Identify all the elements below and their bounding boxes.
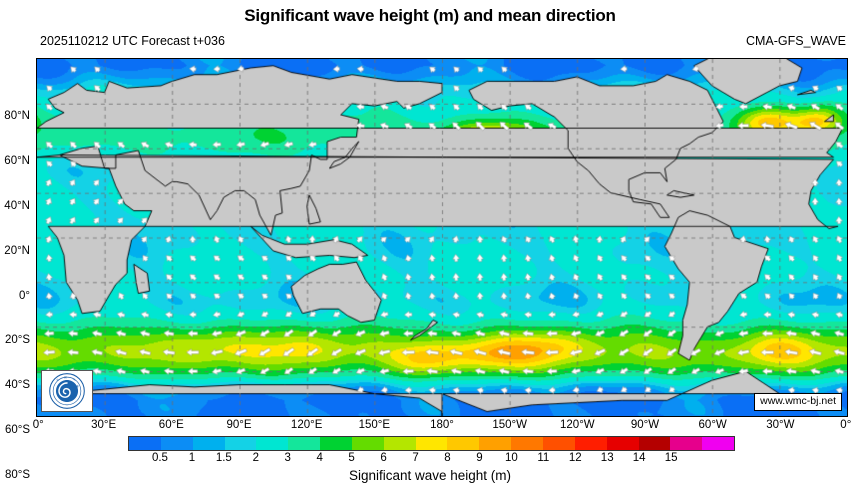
wave-height-field <box>37 59 847 416</box>
x-tick-7: 150°W <box>492 419 527 431</box>
colorbar-swatch-17 <box>670 437 703 450</box>
colorbar-tick-0: 0.5 <box>151 452 168 464</box>
colorbar-swatches <box>128 436 735 451</box>
colorbar-swatch-0 <box>129 437 161 450</box>
colorbar-tick-11: 10 <box>504 452 518 464</box>
forecast-run-label: 2025110212 UTC Forecast t+036 <box>40 34 225 48</box>
colorbar-swatch-1 <box>160 437 193 450</box>
colorbar-swatch-3 <box>224 437 257 450</box>
colorbar-swatch-12 <box>511 437 543 450</box>
x-tick-4: 120°E <box>290 419 323 431</box>
y-tick-3: 20°N <box>4 244 30 257</box>
colorbar-swatch-11 <box>479 437 512 450</box>
colorbar-swatch-7 <box>351 437 384 450</box>
colorbar-swatch-10 <box>447 437 480 450</box>
y-tick-0: 80°N <box>4 110 30 122</box>
colorbar-swatch-4 <box>256 437 289 450</box>
colorbar-tick-6: 5 <box>348 452 355 464</box>
x-tick-5: 150°E <box>358 419 391 431</box>
cma-logo: 中国气象 <box>41 370 93 412</box>
colorbar-tick-5: 4 <box>316 452 323 464</box>
colorbar-tick-16: 15 <box>664 452 678 464</box>
colorbar-swatch-16 <box>638 437 671 450</box>
y-tick-4: 0° <box>19 289 30 302</box>
x-axis-labels: 0° 30°E 60°E 90°E 120°E 150°E 180° 150°W 120°W 90… <box>32 419 852 437</box>
colorbar-swatch-15 <box>606 437 639 450</box>
watermark-url: www.wmc-bj.net <box>754 393 842 411</box>
x-tick-12: 0° <box>840 419 852 431</box>
svg-text:象: 象 <box>77 384 80 388</box>
colorbar-swatch-13 <box>542 437 575 450</box>
colorbar-swatch-2 <box>192 437 225 450</box>
page-title: Significant wave height (m) and mean dir… <box>244 6 616 25</box>
y-tick-5: 20°S <box>4 334 30 347</box>
colorbar-tick-10: 9 <box>476 452 483 464</box>
x-tick-11: 30°W <box>766 419 795 431</box>
y-tick-8: 80°S <box>4 469 30 481</box>
x-tick-0: 0° <box>32 419 44 431</box>
colorbar-tick-12: 11 <box>537 452 550 464</box>
y-tick-2: 40°N <box>4 199 30 212</box>
colorbar: 0.5 1 1.5 2 3 4 5 6 7 8 9 10 11 12 13 14 15 <box>128 436 735 468</box>
colorbar-tick-2: 1.5 <box>215 452 232 464</box>
x-tick-2: 60°E <box>158 419 184 431</box>
x-tick-3: 90°E <box>226 419 252 431</box>
y-tick-1: 60°N <box>4 154 30 167</box>
colorbar-tick-3: 2 <box>252 452 259 464</box>
x-tick-1: 30°E <box>91 419 117 431</box>
colorbar-tick-9: 8 <box>444 452 451 464</box>
x-tick-8: 120°W <box>560 419 595 431</box>
colorbar-tick-1: 1 <box>188 452 196 464</box>
colorbar-swatch-14 <box>574 437 607 450</box>
svg-text:中: 中 <box>57 378 60 382</box>
colorbar-tick-14: 13 <box>600 452 614 464</box>
colorbar-tick-4: 3 <box>284 452 291 464</box>
map-plot-area: 中国气象 www.wmc-bj.net <box>36 58 848 417</box>
colorbar-swatch-8 <box>383 437 416 450</box>
colorbar-tick-13: 12 <box>568 452 582 464</box>
colorbar-swatch-18 <box>702 437 735 450</box>
colorbar-swatch-6 <box>320 437 352 450</box>
colorbar-swatch-5 <box>288 437 321 450</box>
y-tick-7: 60°S <box>4 424 30 437</box>
colorbar-tick-labels: 0.5 1 1.5 2 3 4 5 6 7 8 9 10 11 12 13 14 15 <box>128 452 735 468</box>
colorbar-swatch-9 <box>415 437 448 450</box>
svg-text:国: 国 <box>64 375 67 379</box>
y-tick-6: 40°S <box>4 379 30 392</box>
x-tick-6: 180° <box>430 419 454 431</box>
y-axis-labels: 80°N 60°N 40°N 20°N 0° 20°S 40°S 60°S 80°S <box>0 58 32 481</box>
model-name-label: CMA-GFS_WAVE <box>745 34 846 48</box>
colorbar-tick-15: 14 <box>632 452 646 464</box>
svg-text:气: 气 <box>73 378 76 382</box>
colorbar-tick-7: 6 <box>380 452 387 464</box>
x-tick-9: 90°W <box>630 419 660 431</box>
x-tick-10: 60°W <box>698 419 727 431</box>
colorbar-axis-label: Significant wave height (m) <box>348 468 512 483</box>
colorbar-tick-8: 7 <box>412 452 419 464</box>
